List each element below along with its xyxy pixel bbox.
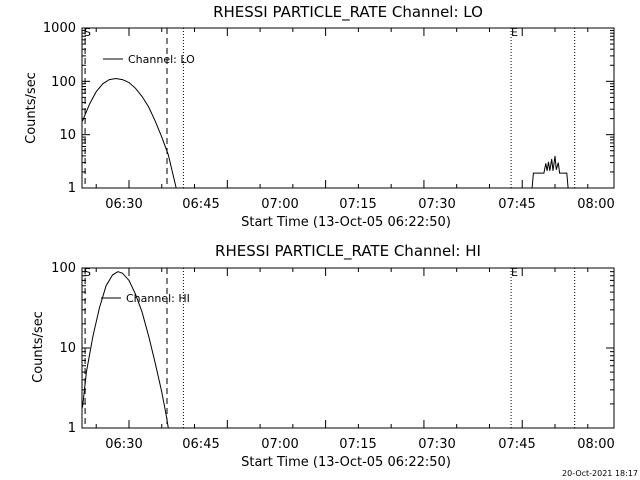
y-tick-label: 10 [59,341,76,356]
x-tick-label: 07:30 [418,197,455,212]
y-tick-label: 1 [68,181,76,196]
y-axis-label: Counts/sec [24,72,39,144]
chart-title: RHESSI PARTICLE_RATE Channel: HI [215,242,481,261]
x-tick-label: 06:30 [105,197,142,212]
start-marker-label: S [84,266,91,279]
x-tick-label: 07:00 [261,437,298,452]
chart-title: RHESSI PARTICLE_RATE Channel: LO [213,3,483,22]
series-line [531,155,569,189]
series-line [82,77,177,189]
generation-timestamp: 20-Oct-2021 18:17 [562,469,638,478]
x-tick-label: 06:45 [182,197,219,212]
legend-label: Channel: HI [126,292,190,305]
end-marker-label: E [511,26,518,39]
x-tick-label: 07:15 [339,197,376,212]
y-tick-label: 1 [68,421,76,436]
x-axis-label: Start Time (13-Oct-05 06:22:50) [241,215,451,230]
y-tick-label: 100 [51,261,76,276]
x-tick-label: 07:30 [418,437,455,452]
y-axis-label: Counts/sec [31,311,46,383]
x-tick-label: 08:00 [577,437,614,452]
x-axis-label: Start Time (13-Oct-05 06:22:50) [241,455,451,470]
series-line [82,271,169,429]
plot-frame [81,27,615,189]
end-marker-label: E [511,266,518,279]
x-tick-label: 07:00 [261,197,298,212]
y-tick-label: 1000 [43,21,76,36]
x-tick-label: 07:45 [498,197,535,212]
x-tick-label: 07:15 [339,437,376,452]
chart-panel-lo: RHESSI PARTICLE_RATE Channel: LO Counts/… [24,3,615,230]
x-tick-label: 07:45 [498,437,535,452]
start-marker-label: S [84,26,91,39]
y-tick-label: 100 [51,75,76,90]
x-tick-label: 06:30 [105,437,142,452]
y-tick-label: 10 [59,128,76,143]
legend-label: Channel: LO [128,53,195,66]
chart-panel-hi: RHESSI PARTICLE_RATE Channel: HI Counts/… [31,242,615,470]
x-tick-label: 06:45 [182,437,219,452]
x-tick-label: 08:00 [577,197,614,212]
